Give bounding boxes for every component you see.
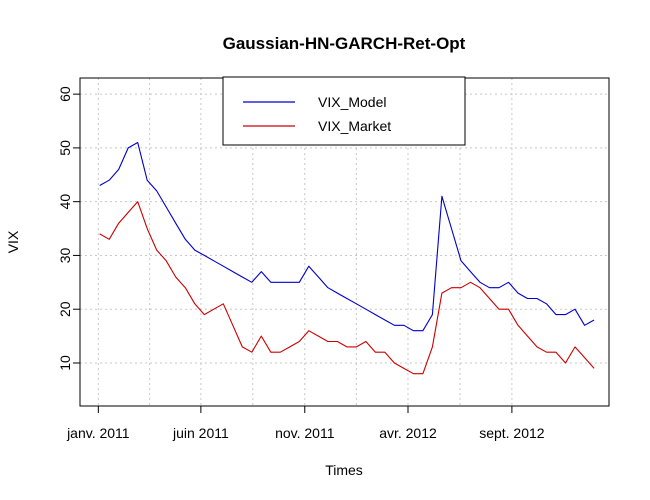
x-axis-label: Times [325,462,363,478]
series-line-vix-model [99,141,595,332]
y-tick-label: 10 [57,355,73,371]
series-line-vix-market [99,201,595,375]
axis-layer: 10 20 30 40 50 60 janv. 2011 juin 2011 nov. 2011… [57,86,545,441]
x-tick-label: juin 2011 [172,425,229,441]
chart-title: Gaussian-HN-GARCH-Ret-Opt [223,34,466,53]
legend: VIX_Model VIX_Market [222,76,466,146]
y-tick-label: 50 [57,140,73,156]
x-tick-label: janv. 2011 [66,425,130,441]
legend-box [222,76,466,146]
y-tick-label: 20 [57,301,73,317]
grid-layer [80,78,609,406]
y-tick-label: 60 [57,86,73,102]
legend-label-vix-market: VIX_Market [318,118,391,134]
y-tick-label: 40 [57,194,73,210]
y-axis-label: VIX [5,230,21,253]
x-tick-label: nov. 2011 [275,425,335,441]
x-tick-label: avr. 2012 [379,425,437,441]
series-layer [99,141,595,375]
legend-label-vix-model: VIX_Model [318,94,386,110]
x-tick-label: sept. 2012 [479,425,545,441]
y-tick-label: 30 [57,247,73,263]
